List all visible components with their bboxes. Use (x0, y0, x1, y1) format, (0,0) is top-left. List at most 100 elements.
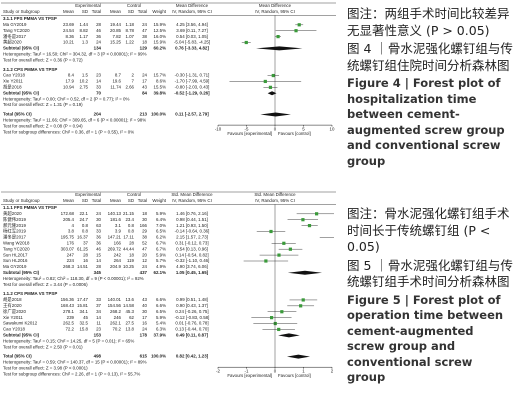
cell-e-mean: 156.36 (61, 297, 75, 302)
note: Heterogeneity: Tau² = 16.50; Chi² = 304.… (3, 51, 147, 56)
point-estimate (299, 304, 303, 308)
cell-e-sd: 0.8 (82, 229, 89, 234)
note: Test for overall effect: Z = 0.08 (P = 0… (3, 123, 83, 128)
cell-c-total: 17 (142, 79, 147, 84)
cell-c-sd: 45.3 (125, 309, 134, 314)
cell-c-mean: 7.82 (112, 34, 121, 39)
cell-e-total: 134 (94, 46, 102, 51)
cell-e-total: 36 (96, 235, 101, 240)
summary-diamond (260, 112, 291, 117)
cell-c-mean: 154.56 (108, 303, 122, 308)
cell-c-total: 24 (142, 22, 147, 27)
cell-e-sd: 0.8 (82, 223, 89, 228)
cell-ci: 0.82 [0.42, 1.23] (176, 354, 209, 359)
cell-e-mean: 168.43 (61, 303, 75, 308)
header: SD (82, 9, 88, 14)
x-tick-label: -10 (215, 126, 222, 131)
cell-ci: 0.54 [0.13, 0.96] (176, 246, 208, 251)
cell-ci: 1.05 [0.45, 1.65] (176, 270, 209, 275)
cell-ci: 0.49 [0.11, 0.87] (176, 332, 209, 337)
cell-e-total: 33 (96, 229, 101, 234)
point-estimate (288, 247, 292, 251)
cell-e-total: 345 (94, 270, 102, 275)
cell-weight: 5.4% (156, 321, 166, 326)
cell-c-total: 20 (142, 252, 147, 257)
caption-title-en: Figure 4 | Forest plot of hospitalizatio… (347, 76, 505, 168)
cell-c-sd: 27.5 (125, 321, 134, 326)
header: Mean (63, 9, 75, 14)
cell-study: Total (95% CI) (3, 112, 32, 117)
cell-ci: 0.11 [-2.57, 2.79] (175, 112, 209, 117)
cell-ci: 0.13 [-0.44, 0.70] (175, 327, 208, 332)
cell-e-total: 46 (96, 28, 101, 33)
cell-c-mean: 20.85 (110, 28, 122, 33)
note: Heterogeneity: Tau² = 0.82; Chi² = 118.3… (3, 276, 144, 281)
cell-study: Ma GY2019 (3, 264, 27, 269)
summary-diamond (256, 46, 303, 51)
favours-right: Favours [control] (278, 373, 311, 378)
cell-e-sd: 37 (83, 240, 88, 245)
cell-c-mean: 140.01 (108, 297, 122, 302)
cell-weight: 8.6% (156, 79, 166, 84)
forest-plots: Experimental Control Mean Difference Mean D… (1, 2, 338, 378)
cell-e-sd: 61.25 (77, 246, 89, 251)
cell-e-sd: 1.5 (82, 73, 89, 78)
x-tick-label: 5 (302, 126, 305, 131)
point-estimate (271, 73, 275, 78)
cell-e-total: 34 (96, 309, 101, 314)
header: Experimental (75, 3, 101, 8)
cell-ci: 0.99 [0.51, 1.48] (176, 297, 208, 302)
cell-c-total: 84 (142, 90, 147, 95)
point-estimate (307, 224, 312, 228)
note: Test for overall effect: Z = 2.50 (P = 0… (3, 344, 83, 349)
header: Mean (110, 198, 122, 203)
cell-c-sd: 2.66 (125, 84, 134, 89)
cell-study: 徐广是2020 (3, 308, 26, 315)
cell-e-sd: 2.75 (79, 84, 88, 89)
caption-title-cn: 图 5 ｜骨水泥强化螺钉组与传统螺钉组手术时间分析森林图 (347, 257, 513, 290)
cell-e-total: 24 (96, 40, 101, 45)
cell-c-total: 30 (142, 217, 147, 222)
cell-e-total: 498 (94, 354, 102, 359)
cell-weight: 6.7% (156, 240, 166, 245)
cell-c-mean: 181.6 (110, 217, 122, 222)
point-estimate (335, 236, 338, 239)
header: SD (82, 198, 88, 203)
cell-ci: 0.54 [0.03, 1.05] (176, 34, 208, 39)
point-estimate (276, 35, 280, 39)
subgroup-title: 3.1.2 CPS PMMA VS TPSP (3, 67, 57, 72)
point-estimate (273, 321, 277, 326)
cell-study: Sun HL2017 (3, 252, 28, 257)
cell-c-mean: 204.9 (110, 264, 122, 269)
cell-e-mean: 23.69 (63, 22, 75, 27)
header: Study or Subgroup (3, 198, 40, 203)
cell-c-total: 24 (142, 264, 147, 269)
summary-diamond (267, 91, 277, 96)
cell-weight: 6.3% (156, 327, 166, 332)
cell-ci: -0.14 [-0.64, 0.36] (175, 229, 210, 234)
note: Heterogeneity: Tau² = 0.59; Chi² = 140.3… (3, 360, 147, 365)
cell-e-sd: 16.37 (77, 235, 89, 240)
x-tick-label: 10 (330, 126, 335, 131)
cell-e-total: 46 (96, 246, 101, 251)
summary-diamond (278, 333, 300, 338)
cell-c-total: 52 (142, 240, 147, 245)
cell-ci: -1.70 [-7.99, 4.59] (175, 79, 210, 84)
cell-e-sd: 32.5 (79, 321, 88, 326)
cell-c-mean: 264 (114, 258, 122, 263)
cell-c-sd: 1.18 (125, 22, 134, 27)
cell-study: Tang YC2020 (3, 28, 30, 33)
cell-c-total: 16 (142, 321, 147, 326)
cell-e-sd: 15.8 (79, 327, 88, 332)
summary-diamond (286, 354, 311, 359)
cell-c-sd: 28 (129, 240, 134, 245)
cell-e-sd: 1.3 (82, 40, 89, 45)
cell-c-total: 29 (142, 229, 147, 234)
cell-c-mean: 3.9 (115, 229, 122, 234)
note: Test for overall effect: Z = 3.44 (P = 0… (3, 282, 88, 287)
cell-c-mean: 19.44 (110, 22, 122, 27)
cell-e-sd: 15.81 (77, 303, 89, 308)
x-tick-label: 2 (331, 368, 334, 373)
point-estimate (269, 316, 274, 320)
cell-study: 胡是2018 (3, 83, 22, 90)
